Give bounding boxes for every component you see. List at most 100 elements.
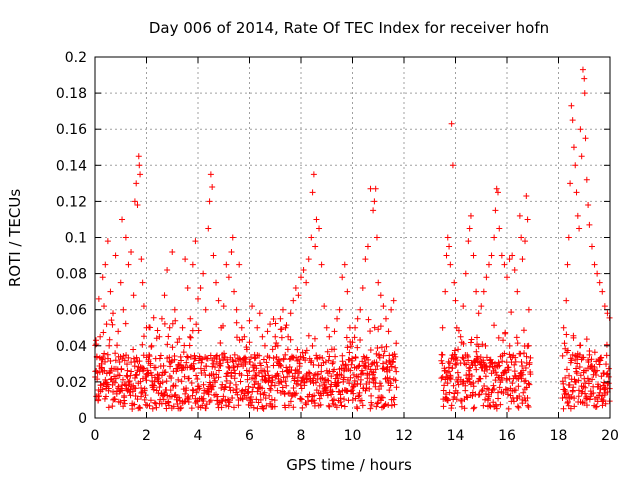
data-point	[439, 351, 446, 358]
data-point	[354, 344, 361, 351]
data-point	[210, 252, 217, 259]
data-point	[115, 328, 122, 335]
data-point	[280, 355, 287, 362]
data-point	[513, 334, 520, 341]
data-point	[210, 383, 217, 390]
data-point	[331, 366, 338, 373]
data-point	[103, 321, 110, 328]
data-point	[128, 368, 135, 375]
x-tick-label: 4	[194, 428, 203, 444]
data-point	[104, 351, 111, 358]
data-point	[93, 367, 100, 374]
data-point	[582, 390, 589, 397]
data-point	[174, 365, 181, 372]
data-point	[169, 344, 176, 351]
data-point	[320, 379, 327, 386]
data-point	[342, 362, 349, 369]
data-point	[466, 225, 473, 232]
data-point	[392, 377, 399, 384]
data-point	[122, 320, 129, 327]
data-point	[577, 372, 584, 379]
data-point	[266, 392, 273, 399]
data-point	[373, 234, 380, 241]
data-point	[351, 381, 358, 388]
data-point	[439, 360, 446, 367]
data-point	[380, 365, 387, 372]
data-point	[337, 391, 344, 398]
data-point	[326, 403, 333, 410]
data-point	[510, 398, 517, 405]
data-point	[171, 356, 178, 363]
data-point	[491, 386, 498, 393]
data-point	[209, 183, 216, 190]
data-point	[158, 315, 165, 322]
data-point	[575, 377, 582, 384]
data-point	[201, 390, 208, 397]
data-point	[183, 387, 190, 394]
data-point	[311, 400, 318, 407]
data-point	[316, 395, 323, 402]
data-point	[283, 382, 290, 389]
data-point	[467, 339, 474, 346]
data-point	[246, 317, 253, 324]
data-point	[222, 383, 229, 390]
data-point	[167, 363, 174, 370]
data-point	[245, 389, 252, 396]
data-point	[176, 335, 183, 342]
data-point	[201, 367, 208, 374]
data-point	[340, 378, 347, 385]
data-point	[518, 234, 525, 241]
data-point	[320, 390, 327, 397]
data-point	[153, 335, 160, 342]
data-point	[237, 378, 244, 385]
data-point	[135, 153, 142, 160]
data-point	[101, 350, 108, 357]
data-point	[381, 348, 388, 355]
data-point	[378, 394, 385, 401]
data-point	[524, 402, 531, 409]
data-point	[494, 389, 501, 396]
data-point	[576, 225, 583, 232]
data-point	[374, 344, 381, 351]
data-point	[282, 378, 289, 385]
data-point	[284, 373, 291, 380]
data-point	[264, 328, 271, 335]
data-point	[520, 389, 527, 396]
data-point	[136, 368, 143, 375]
data-point	[473, 288, 480, 295]
data-point	[116, 388, 123, 395]
data-point	[500, 337, 507, 344]
data-point	[485, 393, 492, 400]
data-point	[178, 378, 185, 385]
data-point	[329, 397, 336, 404]
data-point	[325, 357, 332, 364]
x-tick-label: 16	[498, 428, 516, 444]
data-point	[371, 374, 378, 381]
data-point	[163, 405, 170, 412]
data-point	[317, 401, 324, 408]
data-point	[445, 368, 452, 375]
data-point	[585, 202, 592, 209]
data-point	[200, 395, 207, 402]
data-point	[582, 135, 589, 142]
y-tick-label: 0.08	[56, 267, 87, 283]
data-point	[444, 234, 451, 241]
data-point	[177, 405, 184, 412]
data-point	[154, 327, 161, 334]
data-point	[285, 333, 292, 340]
data-point	[231, 367, 238, 374]
data-point	[354, 405, 361, 412]
data-point	[518, 359, 525, 366]
data-point	[149, 405, 156, 412]
data-point	[303, 279, 310, 286]
data-point	[362, 256, 369, 263]
data-point	[182, 398, 189, 405]
data-point	[371, 198, 378, 205]
data-point	[573, 370, 580, 377]
data-point	[579, 66, 586, 73]
data-point	[563, 297, 570, 304]
data-point	[449, 364, 456, 371]
y-tick-label: 0.06	[56, 303, 87, 319]
data-point	[95, 393, 102, 400]
data-point	[325, 402, 332, 409]
